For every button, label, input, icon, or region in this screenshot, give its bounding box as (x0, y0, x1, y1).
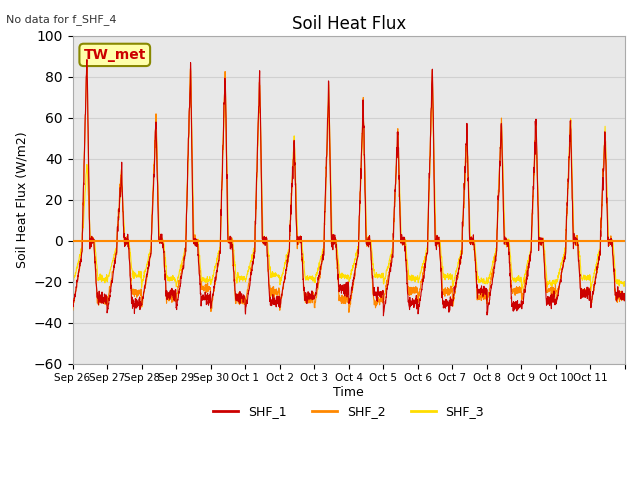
Y-axis label: Soil Heat Flux (W/m2): Soil Heat Flux (W/m2) (15, 132, 28, 268)
Text: No data for f_SHF_4: No data for f_SHF_4 (6, 14, 117, 25)
X-axis label: Time: Time (333, 386, 364, 399)
Text: TW_met: TW_met (84, 48, 146, 62)
Title: Soil Heat Flux: Soil Heat Flux (292, 15, 406, 33)
Legend: SHF_1, SHF_2, SHF_3: SHF_1, SHF_2, SHF_3 (209, 400, 489, 423)
